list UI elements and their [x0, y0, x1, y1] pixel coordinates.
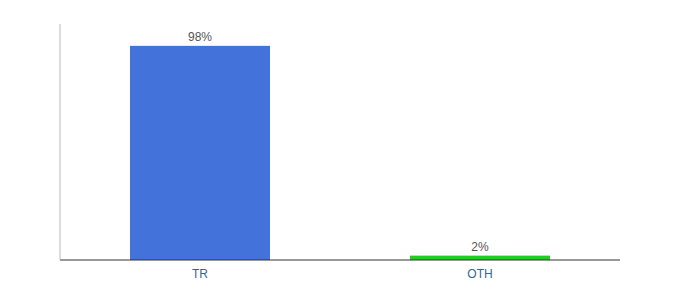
data-label: 2% — [471, 240, 489, 254]
x-tick-label: OTH — [467, 267, 492, 281]
chart-container: 98% 2% TR OTH — [0, 0, 680, 300]
y-axis-line — [60, 24, 61, 260]
data-label: 98% — [188, 30, 212, 44]
x-axis-line — [60, 260, 620, 261]
plot-area — [130, 46, 550, 260]
bar — [410, 256, 550, 260]
chart: 98% 2% TR OTH — [0, 0, 680, 300]
x-tick-label: TR — [192, 267, 208, 281]
bar — [130, 46, 270, 260]
